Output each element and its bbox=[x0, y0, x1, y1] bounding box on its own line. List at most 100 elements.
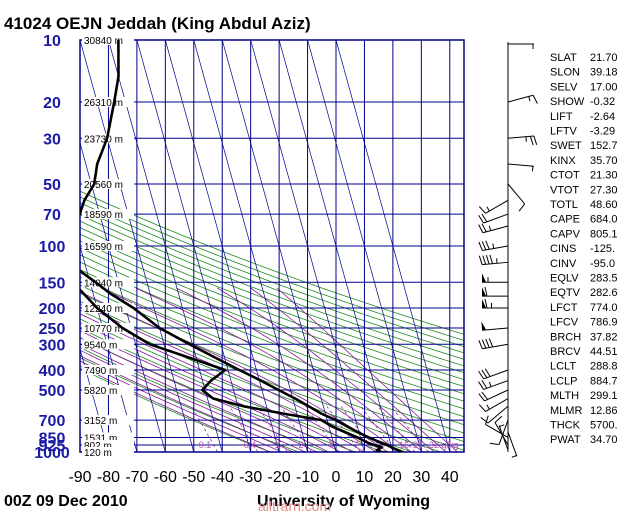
temperature-axis-labels: -90 -80 -70 -60 -50 -40 -30 -20 -10 0 10 20 30 40 bbox=[68, 469, 458, 486]
pressure-tick-label: 700 bbox=[39, 413, 66, 430]
height-label-bg bbox=[82, 322, 134, 333]
moist-adiabat-line bbox=[100, 287, 401, 452]
wind-barb-feather bbox=[518, 203, 526, 212]
dry-adiabat-line bbox=[80, 214, 464, 360]
wind-barb-staff bbox=[498, 419, 509, 445]
index-name: SHOW bbox=[550, 96, 585, 108]
height-label: 9540 m bbox=[84, 340, 117, 351]
index-name: SLON bbox=[550, 67, 580, 79]
wind-barb-staff bbox=[482, 327, 509, 331]
wind-barb-half-feather bbox=[492, 243, 495, 249]
dry-adiabat-line bbox=[80, 202, 464, 347]
index-value: 805.1 bbox=[590, 228, 618, 240]
mixing-ratio-label: 16 bbox=[399, 440, 409, 450]
index-name: SELV bbox=[550, 81, 578, 93]
height-label-bg bbox=[82, 384, 134, 395]
height-label-bg bbox=[82, 447, 134, 457]
wind-barb-flag bbox=[482, 273, 486, 283]
wind-barb-staff bbox=[484, 389, 509, 402]
wind-barb-staff bbox=[507, 135, 534, 139]
height-label-bg bbox=[82, 440, 134, 451]
wind-barb-half-feather bbox=[488, 381, 492, 387]
wind-barb-staff bbox=[485, 199, 509, 214]
wind-barb-staff bbox=[507, 163, 534, 167]
chart-title: 41024 OEJN Jeddah (King Abdul Aziz) bbox=[4, 14, 311, 33]
dry-adiabat-line bbox=[80, 318, 414, 452]
stability-indices: SLAT 21.70 SLON 39.18 SELV 17.00 SHOW -0.32 LIFT… bbox=[550, 52, 618, 446]
pressure-tick-label: 30 bbox=[43, 131, 61, 148]
mixing-ratio-label: 1 bbox=[274, 440, 279, 450]
height-label: 26310 m bbox=[84, 98, 123, 109]
height-labels: 30840 m 26310 m 23730 m 20560 m 18590 m 16590… bbox=[82, 35, 134, 459]
index-value: 48.60 bbox=[590, 199, 618, 211]
wind-barb-feather bbox=[481, 391, 489, 400]
wind-barb-feather bbox=[484, 368, 491, 377]
wind-barb-feather bbox=[478, 206, 486, 214]
height-label-bg bbox=[82, 97, 134, 108]
wind-barb-feather bbox=[489, 442, 500, 446]
dry-adiabat-line bbox=[80, 208, 464, 354]
moist-adiabat-line bbox=[135, 287, 412, 452]
index-value: 35.70 bbox=[590, 155, 618, 167]
wind-barb-flag bbox=[482, 287, 486, 297]
wind-barb-half-feather bbox=[511, 455, 517, 458]
wind-barb-staff bbox=[483, 380, 509, 390]
pressure-temperature-grid bbox=[79, 39, 465, 453]
wind-barb-feather bbox=[478, 340, 483, 349]
wind-barb-staff bbox=[507, 183, 526, 205]
temperature-tick-label: 0 bbox=[332, 469, 341, 486]
moist-adiabat-line bbox=[80, 355, 295, 452]
index-name: SLAT bbox=[550, 52, 577, 64]
wind-barb-feather bbox=[480, 417, 489, 424]
wind-barb-staff bbox=[483, 369, 509, 380]
index-name: BRCV bbox=[550, 346, 581, 358]
height-label-bg bbox=[82, 339, 134, 350]
wind-barb-half-feather bbox=[486, 404, 490, 410]
wind-barb-feather bbox=[478, 224, 484, 233]
index-name: EQLV bbox=[550, 273, 579, 285]
height-label-bg bbox=[82, 35, 134, 45]
wind-barb-feather bbox=[532, 95, 538, 104]
wind-barb-feather bbox=[481, 213, 488, 223]
index-value: 283.5 bbox=[590, 273, 618, 285]
index-value: 288.8 bbox=[590, 361, 618, 373]
wind-barb-feather bbox=[484, 286, 488, 297]
pressure-tick-label: 850 bbox=[39, 430, 66, 447]
watermark: alltrarn.com bbox=[258, 498, 331, 512]
index-value: 27.30 bbox=[590, 184, 618, 196]
wind-barb-staff bbox=[483, 213, 509, 224]
wind-barb-feather bbox=[481, 223, 487, 233]
moist-adiabat-line bbox=[80, 360, 283, 452]
temperature-tick-label: 40 bbox=[441, 469, 459, 486]
wind-barb-feather bbox=[484, 298, 488, 309]
mixing-ratio-labels: 0.1 0.4 1 2 4 7 10 16 24 32 g/kg bbox=[199, 440, 459, 450]
wind-barb-staff bbox=[482, 343, 509, 350]
height-label: 3152 m bbox=[84, 416, 117, 427]
wind-barb-feather bbox=[481, 241, 487, 251]
wind-barb-feather bbox=[489, 254, 494, 264]
wind-barb-staff bbox=[482, 245, 509, 252]
height-label: 12240 m bbox=[84, 304, 123, 315]
temperature-tick-label: -40 bbox=[211, 469, 234, 486]
wind-barb-staff bbox=[494, 422, 509, 446]
dry-adiabat-line bbox=[80, 276, 464, 426]
mixing-ratio-label: 4 bbox=[328, 440, 333, 450]
mixing-ratio-line bbox=[377, 406, 416, 452]
wind-barb-feather bbox=[478, 404, 486, 412]
wind-barb-staff bbox=[498, 425, 509, 451]
height-label-bg bbox=[82, 303, 134, 314]
height-label-bg bbox=[82, 415, 134, 426]
index-name: LFTV bbox=[550, 126, 578, 138]
temperature-profile-line bbox=[80, 40, 406, 452]
temperature-tick-label: -20 bbox=[268, 469, 291, 486]
temperature-tick-label: -80 bbox=[97, 469, 120, 486]
index-name: LFCT bbox=[550, 302, 578, 314]
index-name: SWET bbox=[550, 140, 582, 152]
temperature-tick-label: -90 bbox=[68, 469, 91, 486]
mixing-ratio-line bbox=[390, 406, 429, 452]
index-value: 786.9 bbox=[590, 317, 618, 329]
wind-barb-feather bbox=[478, 241, 483, 251]
height-label-bg bbox=[82, 178, 134, 189]
dewpoint-profile-line bbox=[80, 287, 391, 452]
index-value: 282.6 bbox=[590, 287, 618, 299]
